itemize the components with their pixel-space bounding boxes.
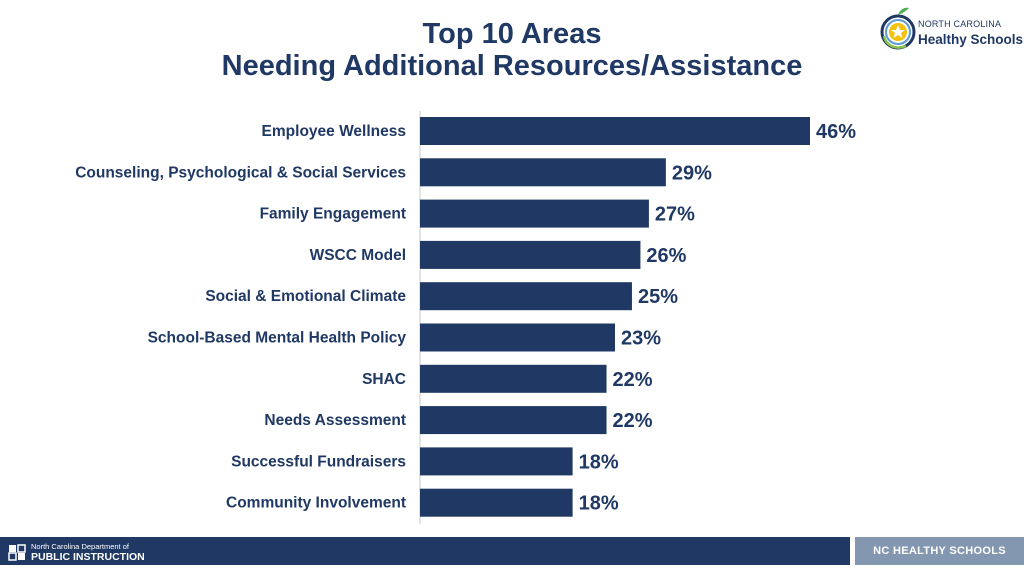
category-label: Family Engagement <box>260 206 406 223</box>
category-label: Employee Wellness <box>262 123 406 140</box>
data-label: 18% <box>579 493 619 515</box>
data-label: 22% <box>613 369 653 391</box>
category-label: School-Based Mental Health Policy <box>148 330 407 347</box>
bar <box>420 199 649 228</box>
dpi-line1: North Carolina Department of <box>31 542 129 551</box>
data-label: 18% <box>579 451 619 473</box>
footer-label: NC HEALTHY SCHOOLS <box>855 537 1024 565</box>
data-label: 22% <box>613 410 653 432</box>
chart-title-line1: Top 10 Areas <box>422 18 602 50</box>
bar <box>420 117 810 145</box>
category-label: SHAC <box>362 371 406 388</box>
dpi-logo: North Carolina Department of PUBLIC INST… <box>8 541 145 563</box>
chart-title-line2: Needing Additional Resources/Assistance <box>221 50 803 82</box>
chart-title: Top 10 Areas Needing Additional Resource… <box>0 18 1024 82</box>
data-label: 23% <box>621 328 661 350</box>
bar-chart: Employee Wellness 46% Counseling, Psycholo… <box>75 111 856 524</box>
bar <box>420 323 615 352</box>
category-label: Needs Assessment <box>264 412 406 429</box>
category-label: Counseling, Psychological & Social Servi… <box>75 164 406 181</box>
data-label: 26% <box>646 245 686 267</box>
nc-healthy-schools-logo: NORTH CAROLINA Healthy Schools <box>880 6 1024 52</box>
bar <box>420 364 607 393</box>
logo-line1: NORTH CAROLINA <box>918 19 1002 29</box>
bar <box>420 240 641 269</box>
category-label: WSCC Model <box>310 247 406 264</box>
apple-star-icon <box>880 7 916 50</box>
dpi-line2: PUBLIC INSTRUCTION <box>31 551 145 563</box>
bar <box>420 158 666 187</box>
bar <box>420 406 607 435</box>
data-label: 27% <box>655 204 695 226</box>
data-label: 25% <box>638 286 678 308</box>
category-label: Community Involvement <box>226 495 406 512</box>
bar <box>420 282 632 311</box>
footer-bar <box>0 537 850 565</box>
dpi-building-icon <box>8 544 26 561</box>
category-label: Successful Fundraisers <box>231 453 406 470</box>
bar <box>420 488 573 517</box>
data-label: 29% <box>672 162 712 184</box>
data-label: 46% <box>816 121 856 143</box>
category-label: Social & Emotional Climate <box>205 288 406 305</box>
bar <box>420 447 573 476</box>
logo-line2: Healthy Schools <box>918 32 1024 47</box>
